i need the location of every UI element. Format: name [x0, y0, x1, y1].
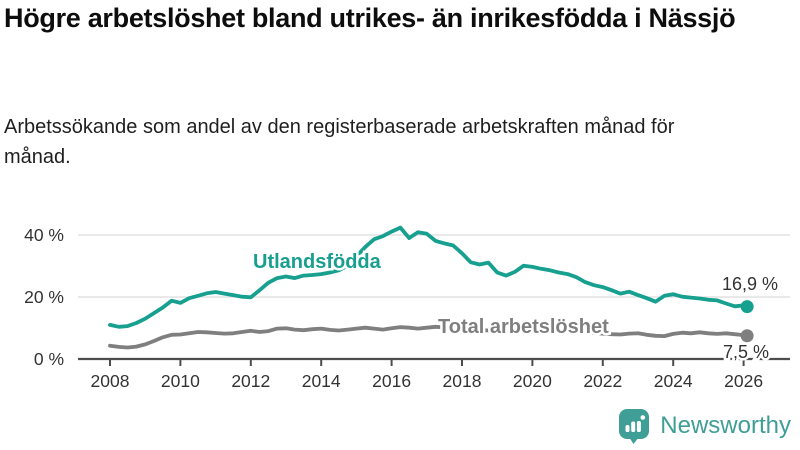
newsworthy-logo-icon	[619, 409, 650, 444]
x-tick-label: 2016	[372, 371, 411, 391]
x-tick-label: 2008	[91, 371, 130, 391]
series-label: Utlandsfödda	[253, 251, 382, 273]
series-end-label: 7,5 %	[723, 342, 769, 362]
x-tick-label: 2014	[302, 371, 341, 391]
series-end-dot	[740, 329, 754, 343]
x-tick-label: 2024	[654, 371, 693, 391]
x-tick-label: 2022	[583, 371, 622, 391]
y-tick-label: 20 %	[24, 287, 64, 307]
series-line-utlandsfodda	[108, 225, 749, 329]
x-tick-label: 2012	[231, 371, 270, 391]
series-label: Total arbetslöshet	[438, 316, 609, 338]
x-tick-label: 2020	[513, 371, 552, 391]
page-title: Högre arbetslöshet bland utrikes- än inr…	[4, 3, 736, 33]
series-end-label: 16,9 %	[722, 274, 778, 294]
x-tick-label: 2018	[443, 371, 482, 391]
series-line-total	[108, 324, 749, 350]
series-end-dot	[740, 300, 754, 314]
x-tick-label: 2026	[724, 371, 763, 391]
x-tick-label: 2010	[161, 371, 200, 391]
y-tick-label: 0 %	[34, 349, 64, 369]
brand-name: Newsworthy	[660, 412, 791, 439]
y-tick-label: 40 %	[24, 225, 64, 245]
page-subtitle: Arbetssökande som andel av den registerb…	[4, 116, 675, 168]
brand-footer: Newsworthy	[618, 408, 791, 444]
unemployment-line-chart: Utlandsfödda Total arbetslöshet 2008 2010 20…	[24, 225, 790, 391]
